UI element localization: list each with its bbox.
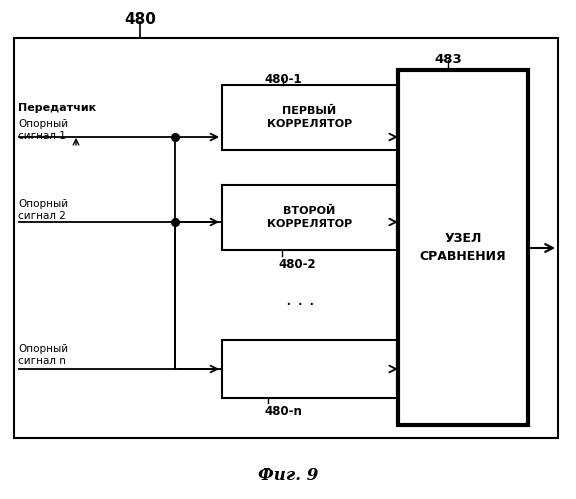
Text: Опорный
сигнал n: Опорный сигнал n bbox=[18, 344, 68, 366]
Text: Фиг. 9: Фиг. 9 bbox=[258, 468, 318, 485]
Text: 483: 483 bbox=[434, 53, 462, 66]
Text: Передатчик: Передатчик bbox=[18, 103, 96, 113]
Bar bbox=[222, 340, 397, 398]
Text: 480-n: 480-n bbox=[264, 405, 302, 418]
Bar bbox=[222, 185, 397, 250]
Bar bbox=[398, 70, 528, 425]
Text: УЗЕЛ
СРАВНЕНИЯ: УЗЕЛ СРАВНЕНИЯ bbox=[420, 233, 506, 262]
Text: Опорный
сигнал 1: Опорный сигнал 1 bbox=[18, 119, 68, 141]
Text: 480-1: 480-1 bbox=[264, 73, 302, 86]
Text: · · ·: · · · bbox=[286, 296, 314, 314]
Text: ВТОРОЙ
КОРРЕЛЯТОР: ВТОРОЙ КОРРЕЛЯТОР bbox=[267, 206, 352, 229]
Bar bbox=[14, 38, 558, 438]
Text: 480: 480 bbox=[124, 12, 156, 27]
Text: ПЕРВЫЙ
КОРРЕЛЯТОР: ПЕРВЫЙ КОРРЕЛЯТОР bbox=[267, 106, 352, 129]
Bar bbox=[222, 85, 397, 150]
Text: 480-2: 480-2 bbox=[278, 258, 316, 271]
Text: Опорный
сигнал 2: Опорный сигнал 2 bbox=[18, 199, 68, 221]
